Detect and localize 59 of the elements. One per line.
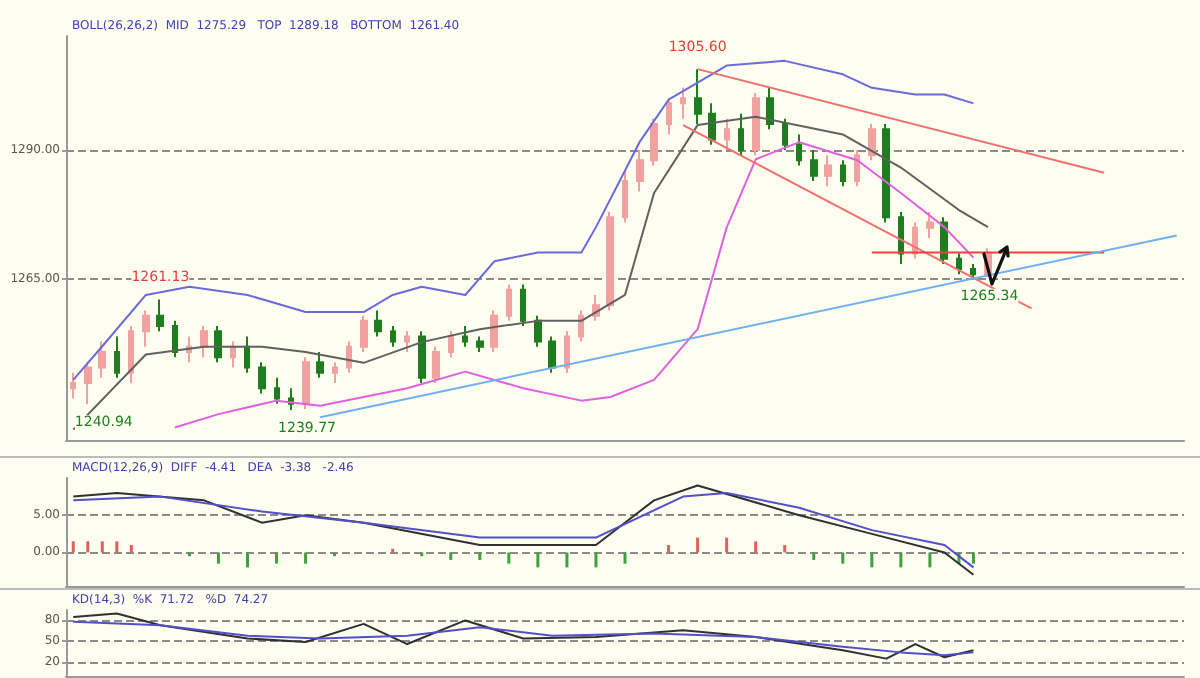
candlestick: [970, 262, 976, 279]
candlestick: [738, 112, 744, 157]
candlestick: [868, 123, 876, 162]
candlestick: [506, 283, 512, 322]
candlestick: [766, 86, 774, 131]
candlestick: [302, 356, 310, 410]
candlestick: [694, 68, 702, 126]
candlestick: [520, 283, 526, 328]
candlestick: [418, 330, 426, 385]
candlestick: [432, 345, 440, 385]
candlestick: [84, 361, 92, 406]
candlestick: [172, 319, 178, 359]
candlestick: [840, 159, 846, 188]
candlestick: [114, 335, 120, 379]
candlestick: [156, 298, 164, 333]
candlestick: [636, 148, 644, 193]
candlestick: [534, 314, 542, 348]
candlestick: [404, 330, 410, 353]
candlestick: [244, 335, 250, 374]
candlestick: [70, 371, 76, 400]
candlestick: [390, 325, 396, 348]
candlestick: [230, 340, 236, 369]
candlestick: [752, 91, 760, 157]
candlestick: [462, 325, 468, 348]
candlestick: [882, 123, 890, 224]
candlestick: [346, 340, 352, 374]
candlestick: [448, 330, 454, 359]
candlestick: [854, 148, 860, 188]
candlestick: [142, 309, 150, 348]
candlestick: [796, 133, 802, 167]
candlestick: [476, 335, 484, 353]
candlestick: [316, 350, 324, 379]
candlestick: [708, 102, 716, 146]
candlestick: [578, 309, 584, 343]
candlestick: [606, 211, 614, 312]
candlestick: [214, 325, 222, 364]
candlestick: [724, 117, 730, 151]
candlestick: [374, 309, 382, 338]
candlestick: [622, 169, 628, 224]
candlestick: [200, 325, 208, 359]
candlestick: [824, 154, 832, 188]
candlestick: [926, 211, 934, 239]
candlestick: [490, 309, 498, 353]
candlestick: [258, 361, 266, 395]
line-series: [72, 620, 975, 657]
candlestick: [782, 117, 788, 151]
candlestick: [810, 148, 818, 183]
candlestick: [98, 340, 106, 379]
candlestick: [956, 252, 962, 276]
candlestick: [564, 330, 570, 374]
candlestick: [650, 117, 658, 167]
candlestick: [666, 97, 672, 136]
line-series: [72, 612, 975, 660]
candlestick: [332, 361, 338, 385]
candlestick: [128, 325, 134, 385]
candlestick: [548, 335, 556, 374]
candlestick: [274, 376, 280, 405]
candlestick: [680, 86, 686, 120]
candlestick: [360, 314, 368, 353]
